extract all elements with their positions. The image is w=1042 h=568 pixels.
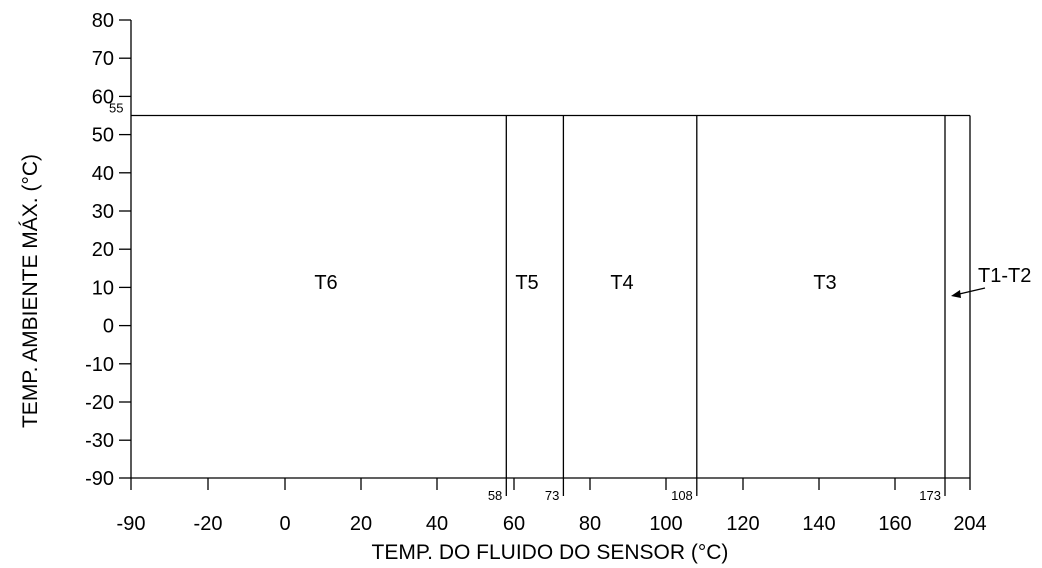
x-tick-label: 60 [503,513,525,535]
y-tick-label: 20 [92,239,114,261]
y-tick-label: -20 [85,392,114,414]
x-axis-title: TEMP. DO FLUIDO DO SENSOR (°C) [372,541,729,564]
boundary-label: 108 [671,488,693,503]
y-tick-label: 60 [92,86,114,108]
x-tick-label: 20 [350,513,372,535]
y-tick-label: 30 [92,201,114,223]
y-tick-label: 70 [92,48,114,70]
x-tick-label: 40 [426,513,448,535]
x-tick-label: 120 [726,513,759,535]
zone-label: T4 [610,272,633,294]
y-tick-label: 0 [103,316,114,338]
x-tick-label: 160 [878,513,911,535]
y-tick-label: -30 [85,430,114,452]
x-tick-label: 80 [579,513,601,535]
y-axis: 80 70 60 50 40 30 20 10 0 -10 -20 -30 -90 [85,10,132,490]
x-tick-label: 100 [649,513,682,535]
x-axis: -90 -20 0 20 40 60 80 100 120 140 160 204 58 73 108 173 [117,477,987,535]
x-tick-label: 0 [279,513,290,535]
leader-arrowhead [951,290,961,298]
zone-label: T3 [813,272,836,294]
zone-label-outside: T1-T2 [978,265,1031,287]
max-ambient-label: 55 [109,101,123,116]
y-tick-label: 10 [92,277,114,299]
boundary-label: 73 [545,488,559,503]
x-tick-label: -20 [194,513,223,535]
plot-area: 55 T6 T5 T4 T3 T1-T2 [109,101,1031,478]
y-tick-label: 50 [92,125,114,147]
boundary-label: 173 [919,488,941,503]
y-tick-label: 40 [92,163,114,185]
boundary-label: 58 [488,488,502,503]
y-tick-label: -90 [85,468,114,490]
x-tick-label: 140 [802,513,835,535]
zone-label: T5 [515,272,538,294]
x-tick-label: 204 [953,513,986,535]
y-axis-title: TEMP. AMBIENTE MÁX. (°C) [19,154,42,428]
y-tick-label: 80 [92,10,114,32]
x-tick-label: -90 [117,513,146,535]
y-tick-label: -10 [85,354,114,376]
zone-label: T6 [314,272,337,294]
